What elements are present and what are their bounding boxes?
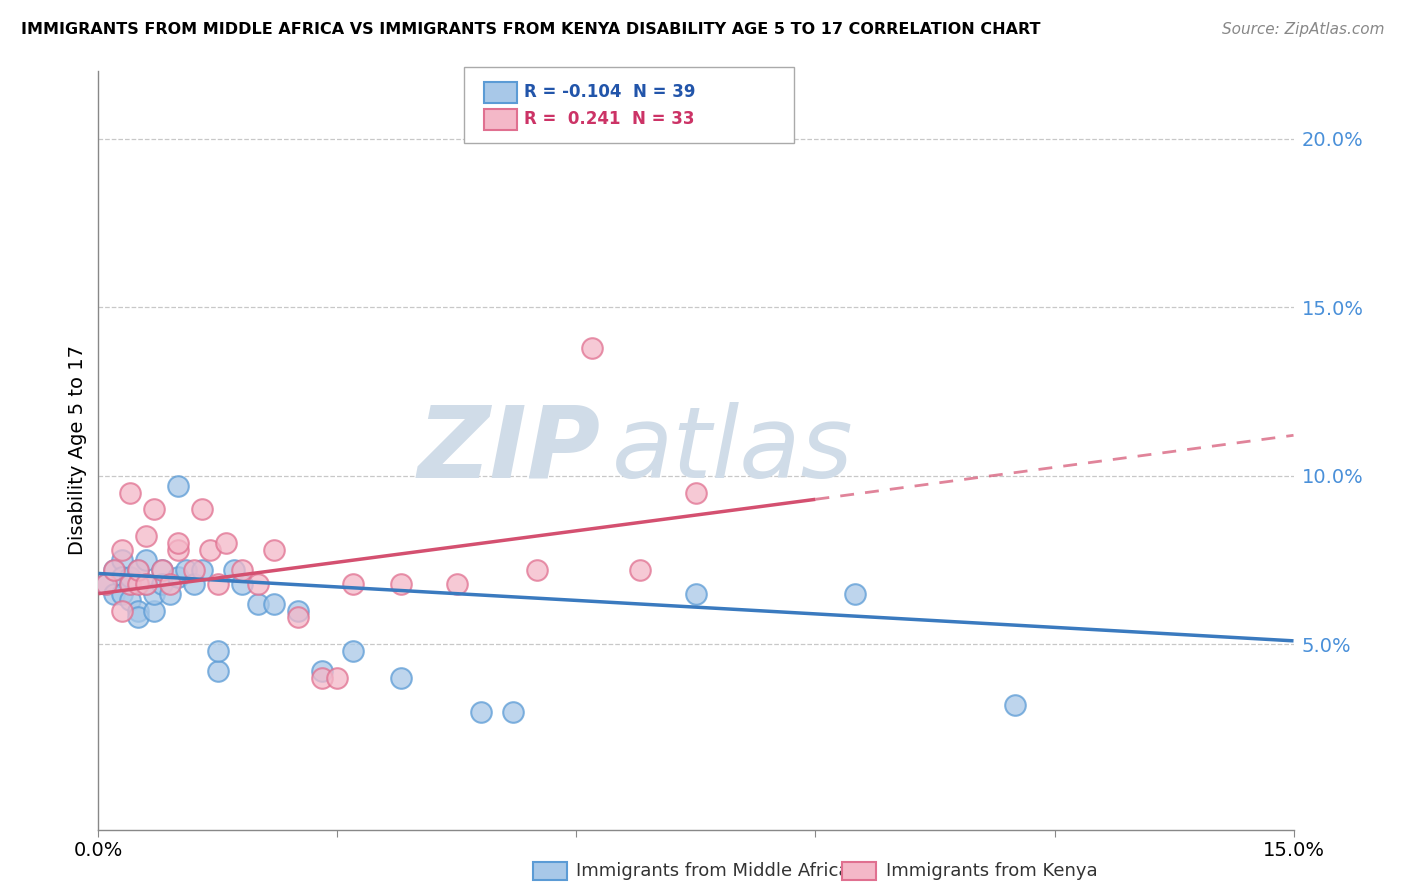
Point: [1004, 698, 1026, 712]
Point: [183, 576, 205, 591]
Point: [685, 587, 707, 601]
Point: [120, 593, 142, 607]
Point: [231, 563, 253, 577]
Point: [389, 576, 412, 591]
Point: [628, 563, 651, 577]
Text: Source: ZipAtlas.com: Source: ZipAtlas.com: [1222, 22, 1385, 37]
Point: [167, 536, 190, 550]
Y-axis label: Disability Age 5 to 17: Disability Age 5 to 17: [69, 345, 87, 556]
Point: [120, 576, 142, 591]
Point: [150, 576, 173, 591]
Point: [103, 563, 125, 577]
Point: [111, 542, 134, 557]
Point: [103, 587, 125, 601]
Point: [287, 603, 309, 617]
Point: [167, 479, 190, 493]
Point: [581, 341, 603, 355]
Point: [135, 576, 157, 591]
Point: [263, 542, 285, 557]
Text: IMMIGRANTS FROM MIDDLE AFRICA VS IMMIGRANTS FROM KENYA DISABILITY AGE 5 TO 17 CO: IMMIGRANTS FROM MIDDLE AFRICA VS IMMIGRA…: [21, 22, 1040, 37]
Point: [127, 576, 149, 591]
Point: [311, 664, 333, 678]
Point: [215, 536, 238, 550]
Text: Immigrants from Kenya: Immigrants from Kenya: [886, 862, 1098, 880]
Point: [111, 587, 134, 601]
Point: [120, 576, 142, 591]
Point: [198, 542, 221, 557]
Point: [287, 610, 309, 624]
Point: [470, 705, 492, 719]
Point: [183, 563, 205, 577]
Point: [167, 570, 190, 584]
Point: [222, 563, 245, 577]
Point: [127, 610, 149, 624]
Point: [111, 553, 134, 567]
Point: [844, 587, 866, 601]
Point: [127, 563, 149, 577]
Point: [246, 597, 269, 611]
Point: [526, 563, 548, 577]
Point: [150, 563, 173, 577]
Point: [127, 603, 149, 617]
Point: [103, 563, 125, 577]
Point: [342, 576, 364, 591]
Point: [342, 644, 364, 658]
Point: [263, 597, 285, 611]
Point: [135, 529, 157, 543]
Point: [135, 576, 157, 591]
Point: [120, 485, 142, 500]
Point: [231, 576, 253, 591]
Point: [111, 570, 134, 584]
Point: [246, 576, 269, 591]
Point: [174, 563, 197, 577]
Point: [502, 705, 524, 719]
Point: [159, 576, 181, 591]
Text: R = -0.104  N = 39: R = -0.104 N = 39: [524, 83, 696, 101]
Point: [389, 671, 412, 685]
Point: [159, 587, 181, 601]
Text: R =  0.241  N = 33: R = 0.241 N = 33: [524, 110, 695, 128]
Point: [191, 563, 214, 577]
Point: [120, 570, 142, 584]
Point: [143, 502, 166, 516]
Point: [143, 587, 166, 601]
Point: [135, 553, 157, 567]
Text: Immigrants from Middle Africa: Immigrants from Middle Africa: [576, 862, 851, 880]
Point: [111, 603, 134, 617]
Point: [143, 603, 166, 617]
Point: [446, 576, 468, 591]
Point: [167, 542, 190, 557]
Point: [191, 502, 214, 516]
Point: [207, 644, 229, 658]
Point: [207, 576, 229, 591]
Point: [127, 563, 149, 577]
Point: [96, 576, 118, 591]
Text: ZIP: ZIP: [418, 402, 600, 499]
Text: atlas: atlas: [613, 402, 853, 499]
Point: [326, 671, 349, 685]
Point: [96, 576, 118, 591]
Point: [207, 664, 229, 678]
Point: [150, 563, 173, 577]
Point: [311, 671, 333, 685]
Point: [685, 485, 707, 500]
